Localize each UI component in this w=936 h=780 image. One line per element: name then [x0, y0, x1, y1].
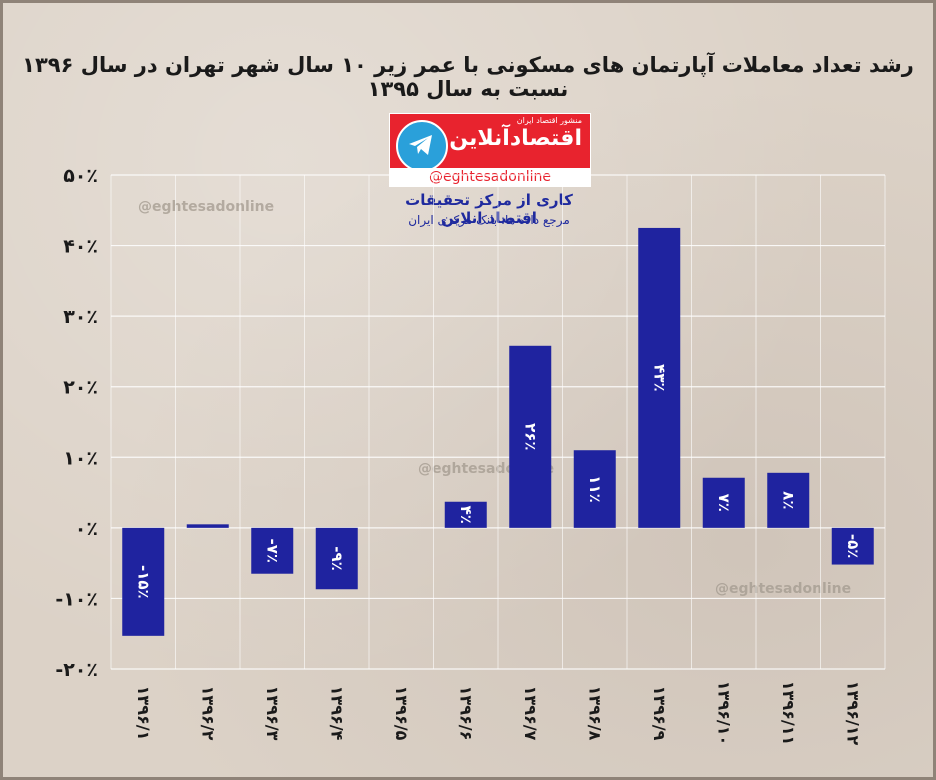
- x-tick-label: ۱۳۹۶/۸: [585, 686, 604, 741]
- source-text: مرجع داده ها: بانک مرکزی ایران: [408, 213, 570, 227]
- data-label: ۸٪: [779, 491, 797, 509]
- x-tick-label: ۱۳۹۶/۱۲: [843, 681, 862, 746]
- bar: [122, 527, 165, 636]
- bar-chart: ۵۰٪ ۴۰٪ ۳۰٪ ۲۰٪ ۱۰٪ ۰٪ -۱۰٪ -۲۰٪ -۱۵٪ ۱۳۹۶/۱ ۱۳۹۶/…: [55, 165, 886, 746]
- logo-name: اقتصادآنلاین: [449, 126, 582, 151]
- logo-handle: @eghtesadonline: [390, 168, 590, 186]
- data-label: -۱۵٪: [134, 565, 152, 599]
- bar: [573, 450, 616, 528]
- bar: [315, 527, 358, 590]
- x-tick-label: ۱۳۹۶/۱: [134, 686, 153, 741]
- y-tick-label: ۵۰٪: [63, 165, 98, 187]
- data-label: ۲۶٪: [521, 423, 539, 450]
- x-tick-label: ۱۳۹۶/۶: [456, 686, 475, 741]
- data-label: -۵٪: [844, 534, 862, 559]
- y-tick-label: -۲۰٪: [55, 659, 98, 681]
- watermark: @eghtesadonline: [715, 581, 852, 597]
- bar: [767, 472, 810, 528]
- x-tick-label: ۱۳۹۶/۹: [650, 686, 669, 741]
- y-tick-label: ۰٪: [75, 518, 98, 540]
- logo-slogan: منشور اقتصاد ایران: [516, 116, 582, 125]
- chart-title: رشد تعداد معاملات آپارتمان های مسکونی با…: [22, 53, 914, 101]
- x-tick-label: ۱۳۹۶/۷: [521, 686, 540, 741]
- y-tick-label: ۱۰٪: [63, 447, 98, 469]
- x-tick-label: ۱۳۹۶/۱۱: [779, 681, 798, 745]
- data-label: -۹٪: [328, 546, 346, 571]
- y-tick-label: ۲۰٪: [63, 377, 98, 399]
- bar: [509, 345, 552, 528]
- y-tick-label: ۴۰٪: [63, 236, 98, 258]
- bar: [702, 477, 745, 528]
- bar: [444, 501, 487, 528]
- x-tick-label: ۱۳۹۶/۲: [198, 686, 217, 741]
- data-label: ۱۱٪: [586, 475, 604, 502]
- brand-logo: منشور اقتصاد ایران اقتصادآنلاین @eghtesa…: [389, 113, 591, 187]
- bar: [186, 524, 229, 528]
- x-tick-label: ۱۳۹۶/۳: [263, 686, 282, 741]
- data-label: -۷٪: [263, 539, 281, 564]
- data-label: ۴٪: [457, 506, 475, 524]
- credit-text: کاری از مرکز تحقیقات اقتصاد انلاین: [405, 191, 573, 227]
- x-tick-label: ۱۳۹۶/۱۰: [714, 681, 733, 745]
- y-tick-label: ۳۰٪: [63, 306, 98, 328]
- y-tick-label: -۱۰٪: [55, 588, 98, 610]
- data-label: ۴۳٪: [650, 364, 668, 391]
- data-label: ۷٪: [715, 494, 733, 512]
- x-tick-label: ۱۳۹۶/۴: [327, 686, 346, 741]
- bar: [831, 527, 874, 565]
- bar: [251, 527, 294, 574]
- bar: [638, 227, 681, 528]
- x-tick-label: ۱۳۹۶/۵: [392, 686, 411, 741]
